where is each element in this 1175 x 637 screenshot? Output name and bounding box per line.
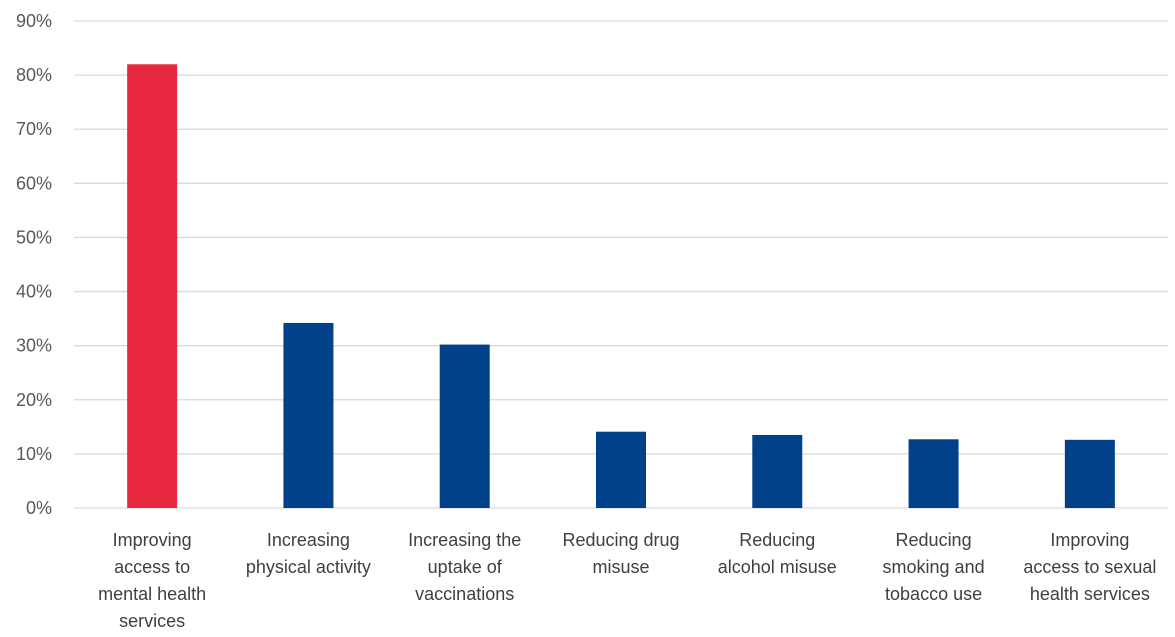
x-axis-category-labels: Improving access to mental health servicesI… — [98, 530, 1156, 631]
y-axis-tick-labels: 0% 10% 20% 30% 40% 50% 60% 70% 80% 90% — [16, 11, 52, 518]
y-tick-label: 80% — [16, 65, 52, 85]
x-category-label: Increasing the uptake of vaccinations — [408, 530, 521, 604]
gridlines — [74, 20, 1168, 509]
x-category-label: Reducing smoking and tobacco use — [883, 530, 985, 604]
x-category-label-line: tobacco use — [885, 584, 982, 604]
x-category-label: Increasing physical activity — [246, 530, 371, 577]
bar — [596, 431, 646, 508]
x-category-label-line: vaccinations — [415, 584, 514, 604]
bar — [439, 344, 490, 508]
y-tick-label: 20% — [16, 390, 52, 410]
y-tick-label: 0% — [26, 498, 52, 518]
x-category-label-line: smoking and — [883, 557, 985, 577]
x-category-label-line: services — [119, 611, 185, 631]
bar — [752, 434, 803, 508]
y-tick-label: 10% — [16, 444, 52, 464]
x-category-label-line: access to — [114, 557, 190, 577]
x-category-label-line: Reducing drug — [562, 530, 679, 550]
x-category-label-line: Increasing — [267, 530, 350, 550]
y-tick-label: 60% — [16, 173, 52, 193]
x-category-label-line: Increasing the — [408, 530, 521, 550]
x-category-label-line: misuse — [592, 557, 649, 577]
x-category-label-line: access to sexual — [1023, 557, 1156, 577]
bar — [283, 322, 334, 508]
x-category-label-line: Improving — [113, 530, 192, 550]
x-category-label-line: Reducing — [739, 530, 815, 550]
x-category-label-line: physical activity — [246, 557, 371, 577]
x-category-label-line: uptake of — [428, 557, 503, 577]
y-tick-label: 40% — [16, 282, 52, 302]
y-tick-label: 90% — [16, 11, 52, 31]
x-category-label: Improving access to mental health services — [98, 530, 206, 631]
x-category-label-line: Improving — [1050, 530, 1129, 550]
bar — [127, 64, 178, 509]
x-category-label-line: Reducing — [896, 530, 972, 550]
y-tick-label: 70% — [16, 119, 52, 139]
x-category-label: Reducing drug misuse — [562, 530, 679, 577]
bars — [127, 64, 1115, 509]
bar — [1064, 439, 1115, 508]
x-category-label-line: mental health — [98, 584, 206, 604]
x-category-label-line: alcohol misuse — [718, 557, 837, 577]
x-category-label: Improving access to sexual health services — [1023, 530, 1156, 604]
y-tick-label: 30% — [16, 336, 52, 356]
y-tick-label: 50% — [16, 227, 52, 247]
bar — [908, 439, 959, 508]
x-category-label: Reducing alcohol misuse — [718, 530, 837, 577]
x-category-label-line: health services — [1030, 584, 1150, 604]
